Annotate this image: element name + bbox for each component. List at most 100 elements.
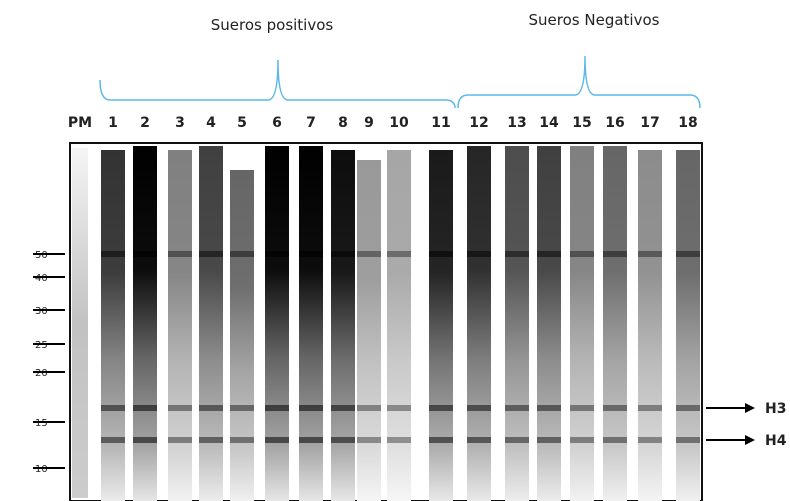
band <box>168 437 192 443</box>
lane <box>331 150 355 501</box>
lane <box>133 146 157 501</box>
band <box>199 251 223 257</box>
lane-label: 3 <box>175 115 185 131</box>
lane-label: 18 <box>678 115 697 131</box>
lane <box>101 150 125 501</box>
band <box>299 251 323 257</box>
blot-figure: Sueros positivos Sueros Negativos H3 H4 … <box>0 0 790 501</box>
lane-label: 2 <box>140 115 150 131</box>
lane <box>676 150 700 501</box>
lane-label: 17 <box>640 115 659 131</box>
group-title: Sueros positivos <box>211 16 334 34</box>
band <box>199 437 223 443</box>
lane <box>72 148 88 498</box>
band <box>168 405 192 411</box>
band <box>168 251 192 257</box>
lane-label: 10 <box>389 115 409 131</box>
band <box>230 251 254 257</box>
band <box>230 437 254 443</box>
band <box>638 437 662 443</box>
lane-label: PM <box>68 115 92 131</box>
lane <box>357 160 381 501</box>
band <box>603 437 627 443</box>
lane <box>429 150 453 501</box>
lane-label: 16 <box>605 115 624 131</box>
band <box>570 251 594 257</box>
band <box>133 405 157 411</box>
band <box>603 405 627 411</box>
arrow-label: H3 <box>765 401 786 417</box>
band <box>537 437 561 443</box>
lane <box>230 170 254 501</box>
band <box>133 437 157 443</box>
band <box>638 405 662 411</box>
lane <box>638 150 662 501</box>
band <box>265 437 289 443</box>
band <box>101 251 125 257</box>
marker-label: 20 <box>35 368 48 379</box>
band <box>331 251 355 257</box>
lane <box>199 146 223 501</box>
band <box>357 437 381 443</box>
band <box>331 405 355 411</box>
band <box>603 251 627 257</box>
marker-label: 10 <box>35 464 48 475</box>
marker-label: 15 <box>35 418 48 429</box>
band <box>676 437 700 443</box>
marker-label: 50 <box>35 250 48 261</box>
band <box>387 405 411 411</box>
lane-label: 8 <box>338 115 348 131</box>
band <box>505 405 529 411</box>
band <box>387 437 411 443</box>
band <box>429 437 453 443</box>
band <box>199 405 223 411</box>
lane <box>570 146 594 501</box>
bracket <box>100 60 455 108</box>
band <box>537 405 561 411</box>
band <box>429 405 453 411</box>
band <box>133 251 157 257</box>
band <box>467 437 491 443</box>
band <box>299 405 323 411</box>
marker-label: 25 <box>35 340 48 351</box>
lane <box>505 146 529 501</box>
band <box>676 251 700 257</box>
band <box>101 405 125 411</box>
band <box>638 251 662 257</box>
lane-label: 9 <box>364 115 374 131</box>
band <box>265 251 289 257</box>
lane <box>537 146 561 501</box>
band <box>230 405 254 411</box>
band <box>505 437 529 443</box>
lane-label: 4 <box>206 115 216 131</box>
lane-label: 5 <box>237 115 247 131</box>
band <box>299 437 323 443</box>
band <box>505 251 529 257</box>
band <box>570 405 594 411</box>
lane <box>299 146 323 501</box>
lane-label: 15 <box>572 115 591 131</box>
band <box>429 251 453 257</box>
lane-label: 1 <box>108 115 118 131</box>
lane-label: 13 <box>507 115 526 131</box>
band <box>676 405 700 411</box>
lane-label: 14 <box>539 115 559 131</box>
marker-label: 30 <box>35 306 48 317</box>
arrow-label: H4 <box>765 433 787 449</box>
group-title: Sueros Negativos <box>529 11 660 29</box>
lane-label: 12 <box>469 115 488 131</box>
lane-label: 6 <box>272 115 282 131</box>
band <box>467 251 491 257</box>
lane <box>603 146 627 501</box>
band <box>387 251 411 257</box>
band <box>570 437 594 443</box>
band <box>357 405 381 411</box>
band <box>537 251 561 257</box>
lane <box>168 150 192 501</box>
band <box>265 405 289 411</box>
marker-label: 40 <box>35 273 48 284</box>
band <box>331 437 355 443</box>
lane <box>265 146 289 501</box>
lane <box>467 146 491 501</box>
band <box>357 251 381 257</box>
